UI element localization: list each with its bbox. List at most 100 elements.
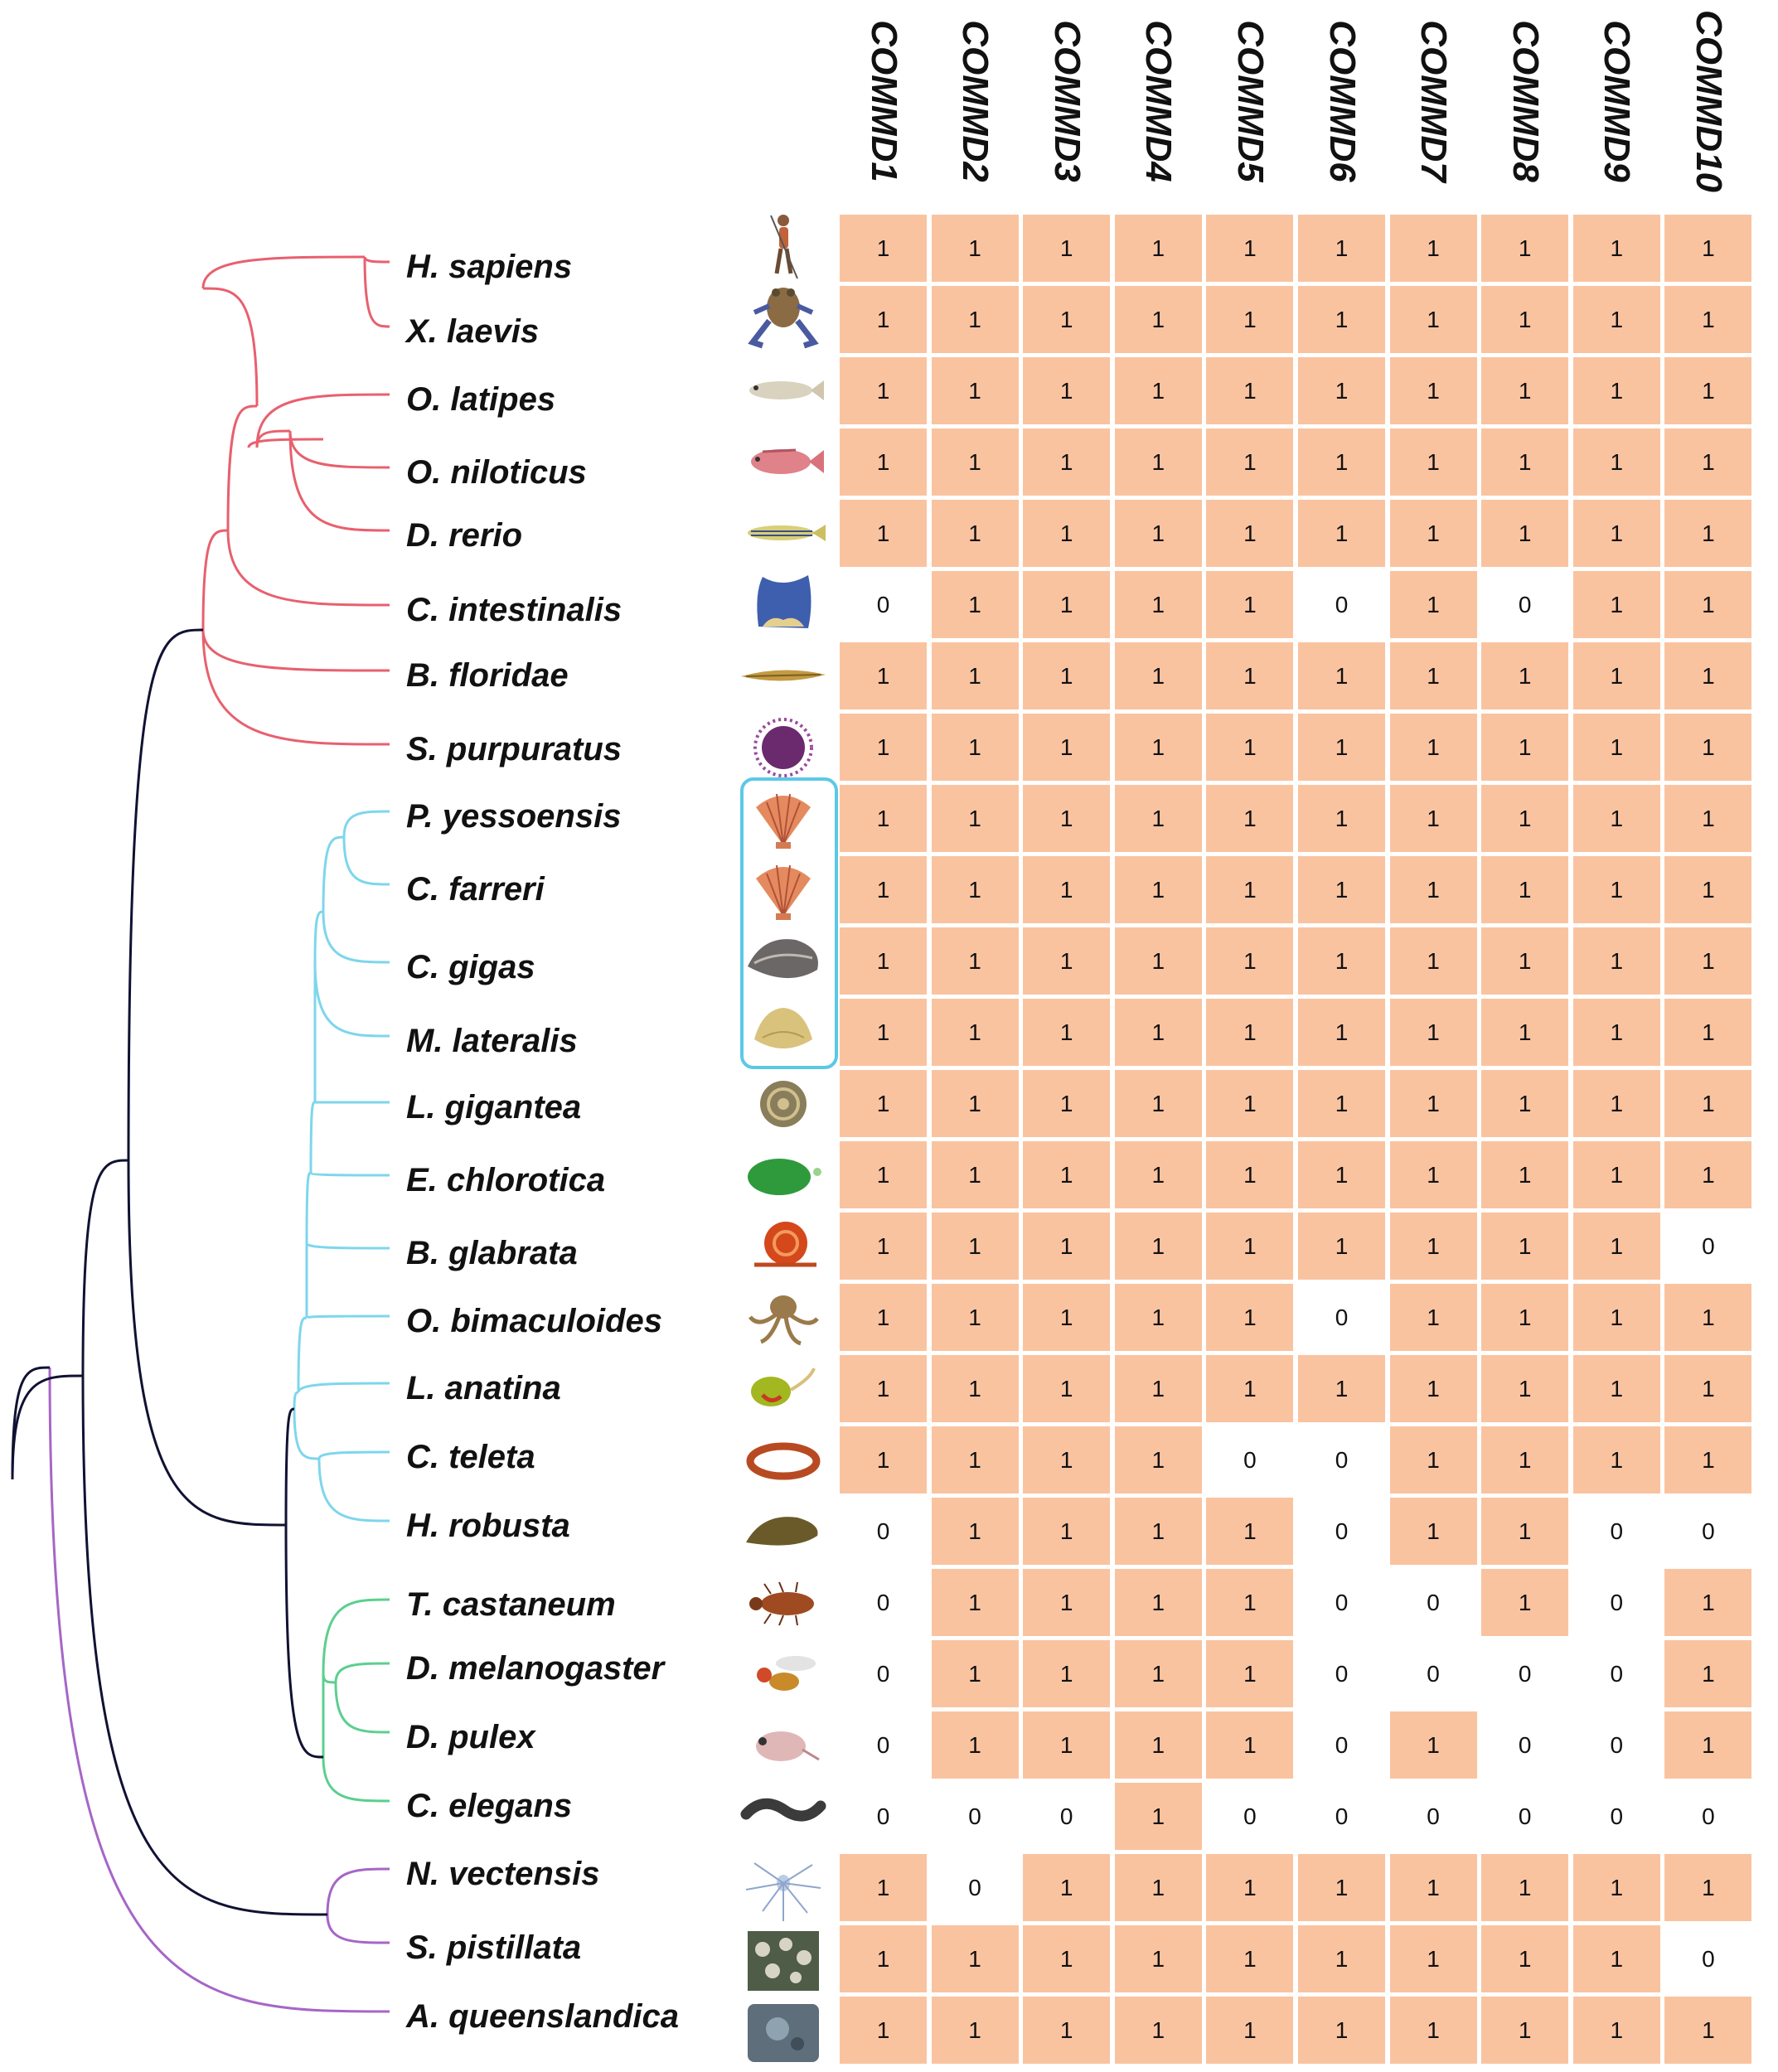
matrix-cell: 1 bbox=[1389, 1284, 1477, 1351]
matrix-cell: 1 bbox=[840, 714, 927, 781]
matrix-cell: 1 bbox=[1023, 571, 1111, 638]
matrix-cell: 1 bbox=[1389, 286, 1477, 353]
matrix-cell: 1 bbox=[1389, 642, 1477, 709]
matrix-cell: 1 bbox=[840, 642, 927, 709]
matrix-cell: 1 bbox=[1664, 1141, 1752, 1208]
tree-branch bbox=[342, 810, 390, 838]
matrix-cell: 1 bbox=[840, 999, 927, 1066]
matrix-cell: 1 bbox=[1206, 1711, 1294, 1779]
matrix-cell: 1 bbox=[1664, 1070, 1752, 1137]
matrix-cell: 1 bbox=[1114, 1925, 1202, 1992]
matrix-cell: 1 bbox=[931, 927, 1019, 995]
matrix-cell: 1 bbox=[1389, 856, 1477, 923]
matrix-cell: 1 bbox=[1023, 785, 1111, 852]
matrix-cell: 1 bbox=[1664, 856, 1752, 923]
matrix-cell: 1 bbox=[1481, 999, 1569, 1066]
matrix-cell: 0 bbox=[1572, 1711, 1660, 1779]
matrix-cell: 1 bbox=[1664, 1569, 1752, 1636]
matrix-cell: 1 bbox=[1481, 1426, 1569, 1493]
matrix-cell: 1 bbox=[1023, 428, 1111, 496]
matrix-cell: 1 bbox=[1389, 999, 1477, 1066]
matrix-cell: 1 bbox=[1664, 785, 1752, 852]
frog-icon bbox=[738, 283, 829, 354]
matrix-cell: 1 bbox=[1572, 215, 1660, 282]
matrix-cell: 0 bbox=[1298, 1569, 1385, 1636]
matrix-cell: 1 bbox=[1206, 1284, 1294, 1351]
matrix-cell: 1 bbox=[1206, 642, 1294, 709]
tree-branch bbox=[48, 1367, 390, 2013]
column-header-label: COMMD8 bbox=[1504, 20, 1546, 182]
matrix-cell: 0 bbox=[1298, 1711, 1385, 1779]
matrix-cell: 0 bbox=[1206, 1426, 1294, 1493]
species-label: C. gigas bbox=[406, 949, 535, 985]
matrix-cell: 1 bbox=[1481, 357, 1569, 424]
species-label: L. gigantea bbox=[406, 1089, 582, 1126]
matrix-cell: 1 bbox=[1389, 357, 1477, 424]
matrix-cell: 1 bbox=[1389, 714, 1477, 781]
matrix-cell: 1 bbox=[1114, 714, 1202, 781]
matrix-cell: 1 bbox=[931, 1141, 1019, 1208]
matrix-cell: 1 bbox=[1664, 1355, 1752, 1422]
matrix-cell: 1 bbox=[1114, 357, 1202, 424]
matrix-cell: 1 bbox=[1023, 1711, 1111, 1779]
matrix-cell: 1 bbox=[1298, 927, 1385, 995]
tree-branch bbox=[322, 1756, 390, 1803]
matrix-cell: 1 bbox=[840, 856, 927, 923]
matrix-cell: 1 bbox=[840, 1070, 927, 1137]
matrix-cell: 1 bbox=[1664, 1854, 1752, 1921]
matrix-cell: 1 bbox=[1023, 1426, 1111, 1493]
matrix-cell: 1 bbox=[1206, 1355, 1294, 1422]
tree-branch bbox=[326, 1867, 390, 1915]
matrix-cell: 1 bbox=[931, 1070, 1019, 1137]
matrix-cell: 1 bbox=[1114, 785, 1202, 852]
matrix-cell: 1 bbox=[1481, 927, 1569, 995]
matrix-cell: 1 bbox=[1572, 714, 1660, 781]
matrix-cell: 1 bbox=[1572, 357, 1660, 424]
matrix-cell: 1 bbox=[1023, 357, 1111, 424]
matrix-cell: 1 bbox=[1206, 571, 1294, 638]
matrix-cell: 0 bbox=[840, 1569, 927, 1636]
matrix-cell: 0 bbox=[1572, 1783, 1660, 1850]
species-label: A. queenslandica bbox=[406, 1998, 679, 2035]
matrix-cell: 0 bbox=[1481, 1640, 1569, 1707]
matrix-cell: 0 bbox=[840, 1640, 927, 1707]
matrix-cell: 1 bbox=[1114, 856, 1202, 923]
matrix-cell: 1 bbox=[1206, 500, 1294, 567]
matrix-cell: 1 bbox=[1572, 1213, 1660, 1280]
matrix-cell: 0 bbox=[1389, 1783, 1477, 1850]
matrix-cell: 1 bbox=[931, 1640, 1019, 1707]
matrix-cell: 1 bbox=[1664, 286, 1752, 353]
matrix-cell: 1 bbox=[840, 1355, 927, 1422]
matrix-cell: 1 bbox=[1481, 215, 1569, 282]
matrix-cell: 0 bbox=[1481, 571, 1569, 638]
matrix-cell: 0 bbox=[840, 571, 927, 638]
matrix-cell: 1 bbox=[1298, 1854, 1385, 1921]
matrix-cell: 0 bbox=[1572, 1498, 1660, 1565]
matrix-cell: 1 bbox=[1206, 1141, 1294, 1208]
matrix-cell: 0 bbox=[1481, 1711, 1569, 1779]
matrix-cell: 1 bbox=[1023, 286, 1111, 353]
human-icon bbox=[738, 211, 829, 282]
matrix-cell: 1 bbox=[1572, 1925, 1660, 1992]
matrix-cell: 1 bbox=[1298, 1213, 1385, 1280]
matrix-cell: 1 bbox=[1023, 215, 1111, 282]
matrix-cell: 1 bbox=[1481, 856, 1569, 923]
matrix-cell: 1 bbox=[1023, 1141, 1111, 1208]
matrix-cell: 0 bbox=[931, 1854, 1019, 1921]
tree-branch bbox=[334, 1682, 390, 1734]
daphnia-icon bbox=[738, 1710, 829, 1781]
matrix-cell: 1 bbox=[1206, 1498, 1294, 1565]
species-label: E. chlorotica bbox=[406, 1162, 606, 1198]
matrix-cell: 1 bbox=[1206, 1640, 1294, 1707]
tree-branch bbox=[322, 1673, 337, 1684]
sea-squirt-icon bbox=[738, 569, 829, 640]
brachiopod-icon bbox=[738, 1353, 829, 1425]
tree-branch bbox=[255, 429, 291, 448]
matrix-cell: 1 bbox=[1114, 1426, 1202, 1493]
scallop-icon bbox=[738, 854, 829, 925]
matrix-cell: 1 bbox=[931, 571, 1019, 638]
nematode-icon bbox=[738, 1781, 829, 1852]
matrix-cell: 1 bbox=[1206, 286, 1294, 353]
lancelet-icon bbox=[738, 640, 829, 711]
snail-icon bbox=[738, 1210, 829, 1281]
